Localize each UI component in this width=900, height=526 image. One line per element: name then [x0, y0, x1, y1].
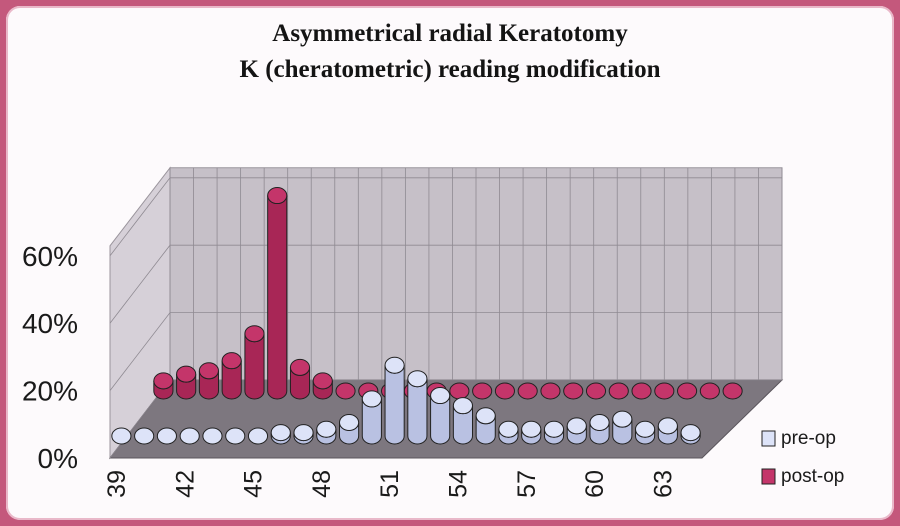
x-tick-label: 63	[649, 470, 677, 498]
x-tick-label: 39	[103, 470, 131, 498]
bar-pre-op	[270, 424, 291, 445]
bar-post-op	[312, 372, 333, 400]
bar-post-op	[563, 382, 584, 400]
y-tick-label: 40%	[22, 308, 78, 339]
x-tick-label: 48	[308, 470, 336, 498]
bar-pre-op	[247, 427, 269, 445]
legend: pre-op post-op	[761, 428, 844, 487]
chart-title: Asymmetrical radial Keratotomy	[272, 20, 628, 47]
bar-pre-op	[407, 370, 428, 445]
grid-line	[109, 244, 782, 324]
bar-pre-op	[361, 390, 382, 445]
bar-pre-op	[111, 427, 132, 445]
series-pre-op	[111, 356, 701, 445]
bar-post-op	[198, 362, 219, 400]
bar-pre-op	[225, 427, 246, 445]
bar-pre-op	[156, 427, 177, 445]
x-axis: 39 42 45 48 51 54 57 60 63	[103, 470, 677, 498]
bar-pre-op	[384, 356, 405, 445]
bar-post-op	[335, 382, 356, 400]
bar-post-op	[517, 382, 538, 400]
bar-pre-op	[589, 414, 610, 445]
bar-post-op	[722, 382, 743, 400]
bar-pre-op	[543, 420, 565, 445]
bar-post-op	[176, 365, 197, 400]
x-tick-label: 54	[445, 470, 473, 498]
bar-post-op	[244, 325, 265, 400]
bar-pre-op	[657, 417, 678, 445]
bar-pre-op	[134, 427, 155, 445]
bar-post-op	[472, 382, 493, 400]
legend-swatch	[761, 430, 776, 447]
bar-post-op	[608, 382, 629, 400]
bar-post-op	[221, 352, 242, 400]
bar-post-op	[654, 382, 675, 400]
bar-post-op	[494, 382, 515, 400]
legend-label: pre-op	[781, 428, 836, 449]
x-tick-label: 51	[376, 470, 404, 498]
bar-post-op	[449, 382, 470, 400]
y-tick-label: 20%	[22, 376, 78, 407]
bar-pre-op	[635, 420, 656, 445]
bar-pre-op	[339, 414, 360, 445]
bar-post-op	[699, 382, 720, 400]
bar-post-op	[153, 372, 174, 400]
bar-pre-op	[179, 427, 200, 445]
bar-pre-op	[566, 417, 587, 445]
y-tick-label: 60%	[22, 241, 78, 272]
bar-pre-op	[430, 387, 451, 445]
bar-post-op	[631, 382, 652, 400]
series-post-op	[153, 187, 743, 400]
bar-post-op	[677, 382, 698, 400]
bar-pre-op	[475, 407, 496, 445]
bar-pre-op	[612, 410, 633, 445]
grid-line	[109, 177, 782, 257]
legend-swatch	[761, 468, 776, 485]
bar-post-op	[585, 382, 607, 400]
bar-post-op	[267, 187, 288, 400]
bar-pre-op	[316, 420, 337, 445]
bar-pre-op	[680, 424, 701, 445]
chart-grid	[109, 167, 783, 459]
y-axis: 0% 20% 40% 60%	[22, 241, 78, 474]
bar-pre-op	[293, 424, 314, 445]
grid-line	[109, 312, 782, 391]
bar-pre-op	[521, 420, 542, 445]
bar-post-op	[540, 382, 561, 400]
chart-subtitle: K (cheratometric) reading modification	[239, 56, 661, 83]
x-tick-label: 45	[240, 470, 268, 498]
x-tick-label: 57	[513, 470, 541, 498]
y-tick-label: 0%	[38, 443, 78, 474]
bar-pre-op	[498, 420, 519, 445]
bar-pre-op	[452, 397, 473, 445]
bar-pre-op	[202, 427, 223, 445]
x-tick-label: 60	[581, 470, 609, 498]
bar-post-op	[289, 358, 311, 400]
legend-label: post-op	[781, 466, 844, 487]
x-tick-label: 42	[171, 470, 199, 498]
